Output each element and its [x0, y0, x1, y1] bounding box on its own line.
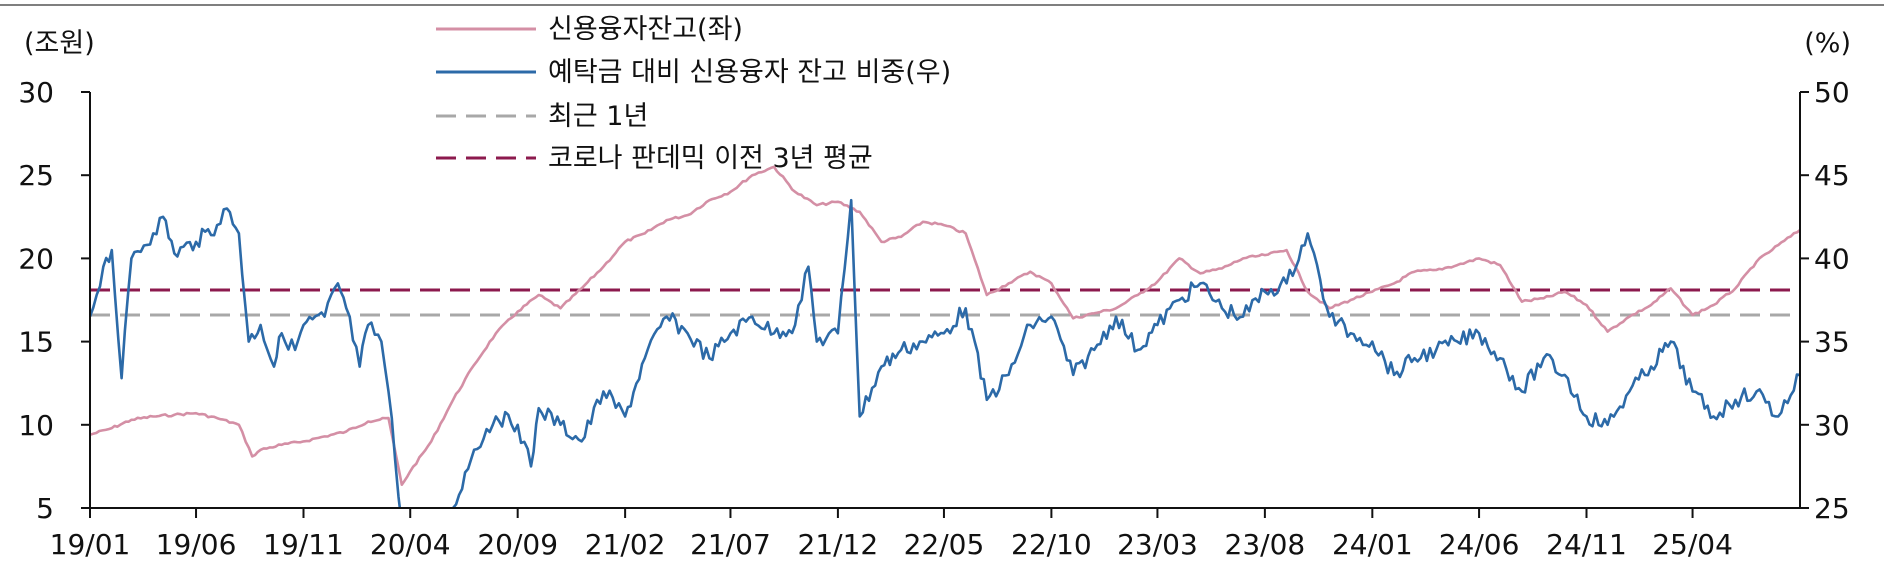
right-axis-tick-label: 35	[1814, 326, 1850, 359]
left-axis-tick-label: 10	[18, 409, 54, 442]
legend-label-margin-loan-balance: 신용융자잔고(좌)	[548, 14, 743, 45]
left-axis-tick-label: 30	[18, 76, 54, 109]
legend-item-loan-to-deposit-ratio: 예탁금 대비 신용융자 잔고 비중(우)	[436, 57, 951, 88]
left-axis-tick-label: 25	[18, 159, 54, 192]
x-axis-tick-label: 23/03	[1117, 528, 1198, 561]
x-axis-tick-label: 24/11	[1546, 528, 1627, 561]
right-axis-unit-label: (%)	[1804, 28, 1851, 59]
x-axis-tick-label: 23/08	[1225, 528, 1306, 561]
right-axis-tick-label: 45	[1814, 159, 1850, 192]
series-line-1	[90, 198, 1800, 508]
legend-label-recent-1-year: 최근 1년	[548, 101, 648, 132]
left-axis-tick-label: 5	[36, 492, 54, 525]
legend: 신용융자잔고(좌) 예탁금 대비 신용융자 잔고 비중(우) 최근 1년 코로나…	[436, 14, 951, 174]
right-axis-tick-label: 30	[1814, 409, 1850, 442]
left-axis-tick-label: 20	[18, 242, 54, 275]
x-axis-tick-label: 21/12	[798, 528, 879, 561]
x-axis-tick-label: 19/11	[263, 528, 344, 561]
x-axis-tick-label: 24/01	[1332, 528, 1413, 561]
x-axis-tick-label: 20/04	[370, 528, 451, 561]
axes: 30 25 20 15 10 5 50 45 40 35 30 25 19/01 19/06 19/11 20…	[18, 76, 1849, 561]
x-axis-tick-label: 22/05	[904, 528, 985, 561]
x-axis-tick-label: 21/02	[585, 528, 666, 561]
x-axis-tick-label: 24/06	[1439, 528, 1520, 561]
plot-area	[90, 165, 1800, 508]
x-axis-tick-label: 20/09	[477, 528, 558, 561]
right-axis-tick-label: 40	[1814, 242, 1850, 275]
x-axis-tick-label: 19/01	[50, 528, 131, 561]
left-axis-tick-label: 15	[18, 326, 54, 359]
x-axis-tick-label: 21/07	[690, 528, 771, 561]
right-axis-tick-label: 25	[1814, 492, 1850, 525]
series-line-0	[90, 165, 1800, 486]
x-axis-tick-label: 22/10	[1011, 528, 1092, 561]
x-axis-tick-label: 19/06	[156, 528, 237, 561]
legend-item-recent-1-year: 최근 1년	[436, 101, 648, 132]
legend-item-margin-loan-balance: 신용융자잔고(좌)	[436, 14, 743, 45]
x-axis-tick-label: 25/04	[1652, 528, 1733, 561]
legend-item-pre-pandemic-average: 코로나 판데믹 이전 3년 평균	[436, 143, 873, 174]
legend-label-pre-pandemic-average: 코로나 판데믹 이전 3년 평균	[548, 143, 873, 174]
legend-label-loan-to-deposit-ratio: 예탁금 대비 신용융자 잔고 비중(우)	[548, 57, 951, 88]
left-axis-unit-label: (조원)	[24, 28, 95, 59]
right-axis-tick-label: 50	[1814, 76, 1850, 109]
